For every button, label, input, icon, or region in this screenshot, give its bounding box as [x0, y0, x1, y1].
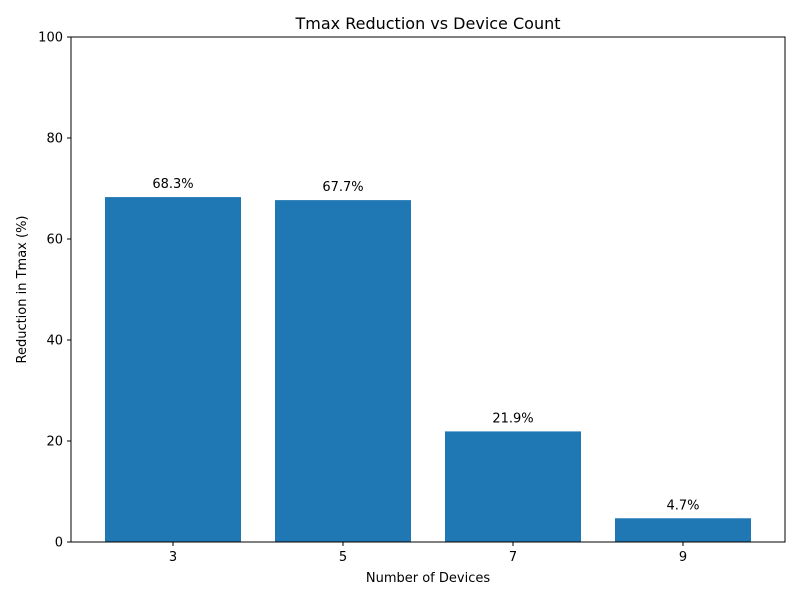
x-tick-label-7: 7 — [509, 550, 517, 565]
bars-group — [105, 197, 751, 543]
y-tick-label-0: 0 — [55, 536, 63, 551]
x-axis: 3 5 7 9 — [169, 542, 687, 565]
data-labels-group: 68.3% 67.7% 21.9% 4.7% — [152, 177, 699, 513]
x-tick-label-5: 5 — [339, 550, 347, 565]
bar-5 — [275, 200, 411, 543]
bar-7 — [445, 431, 581, 542]
bar-9 — [615, 518, 751, 542]
y-axis: 0 20 40 60 80 100 — [38, 31, 71, 551]
bar-3 — [105, 197, 241, 542]
data-label-9: 4.7% — [666, 498, 699, 513]
x-axis-label: Number of Devices — [366, 571, 490, 586]
chart-title: Tmax Reduction vs Device Count — [295, 14, 561, 33]
data-label-3: 68.3% — [152, 177, 193, 192]
y-tick-label-100: 100 — [38, 31, 63, 46]
data-label-7: 21.9% — [492, 411, 533, 426]
y-tick-label-80: 80 — [46, 132, 63, 147]
x-tick-label-3: 3 — [169, 550, 177, 565]
y-tick-label-40: 40 — [46, 334, 63, 349]
y-tick-label-20: 20 — [46, 435, 63, 450]
x-tick-label-9: 9 — [679, 550, 687, 565]
plot-frame — [70, 36, 786, 543]
y-axis-label: Reduction in Tmax (%) — [15, 216, 30, 364]
data-label-5: 67.7% — [322, 180, 363, 195]
y-tick-label-60: 60 — [46, 233, 63, 248]
